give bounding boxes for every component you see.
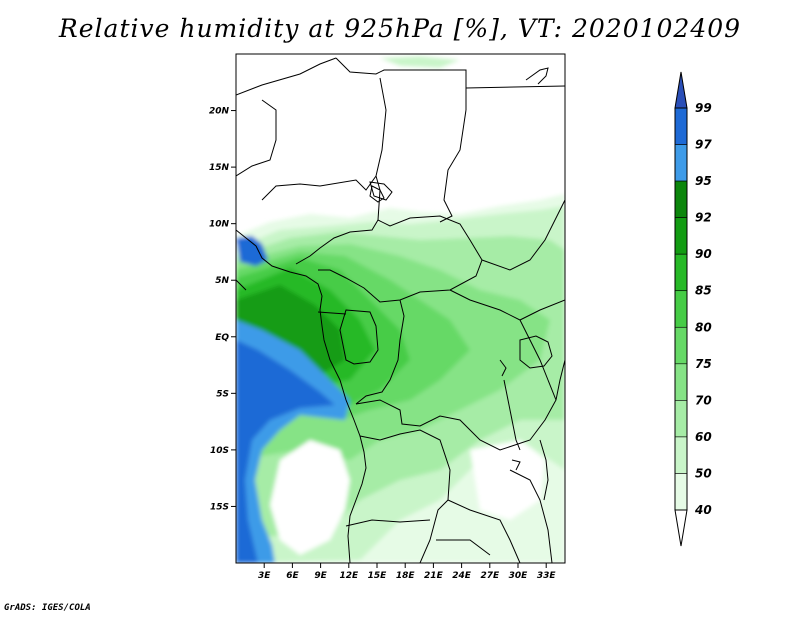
country-borders xyxy=(236,57,565,563)
colorbar-label: 95 xyxy=(695,174,712,188)
lakes xyxy=(369,185,553,501)
lake-chad xyxy=(369,185,385,203)
colorbar-label: 92 xyxy=(695,211,712,225)
moist-patch-north xyxy=(380,56,460,68)
plot-title: Relative humidity at 925hPa [%], VT: 202… xyxy=(58,14,742,43)
lat-tick-label: 20N xyxy=(209,107,230,117)
colorbar-top-arrow xyxy=(674,71,688,109)
latitude-axis: 20N 15N 10N 5N EQ 5S 10S 15S xyxy=(209,107,236,512)
lon-tick-label: 3E xyxy=(258,571,271,581)
lat-tick-label: 15S xyxy=(210,502,229,512)
lake-victoria xyxy=(519,335,553,369)
dry-patch-east xyxy=(470,440,545,520)
credit-label: GrADS: IGES/COLA xyxy=(4,603,91,613)
colorbar-bottom-arrow xyxy=(674,509,688,547)
humidity-area-99 xyxy=(236,236,268,266)
lon-tick-label: 24E xyxy=(452,571,472,581)
colorbar-bin xyxy=(674,144,688,182)
colorbar-bin xyxy=(674,400,688,438)
lon-tick-label: 18E xyxy=(396,571,416,581)
colorbar-label: 80 xyxy=(695,320,712,334)
lon-tick-label: 6E xyxy=(286,571,299,581)
humidity-area-90 xyxy=(236,285,345,375)
colorbar-label: 97 xyxy=(695,138,712,152)
lon-tick-label: 27E xyxy=(480,571,500,581)
lon-tick-label: 21E xyxy=(424,571,444,581)
colorbar-label: 60 xyxy=(695,430,712,444)
colorbar-label: 90 xyxy=(695,247,712,261)
colorbar-bin xyxy=(674,107,688,145)
colorbar-bin xyxy=(674,363,688,401)
lat-tick-label: 15N xyxy=(209,163,230,173)
colorbar-bin xyxy=(674,436,688,474)
dry-patch-sahara xyxy=(236,54,565,222)
longitude-axis: 3E 6E 9E 12E 15E 18E 21E 24E 27E 30E 33E xyxy=(258,563,556,581)
colorbar-label: 99 xyxy=(695,101,712,115)
colorbar-bin xyxy=(674,180,688,218)
colorbar-bin xyxy=(674,326,688,365)
colorbar-label: 85 xyxy=(695,284,712,298)
colorbar-label: 50 xyxy=(695,466,712,480)
lat-tick-label: 10N xyxy=(209,220,230,230)
colorbar-outline xyxy=(674,107,688,511)
lon-tick-label: 9E xyxy=(314,571,327,581)
lat-tick-label: 5N xyxy=(215,276,229,286)
lat-tick-label: 10S xyxy=(210,446,229,456)
map-frame xyxy=(235,53,566,564)
colorbar: 40 50 60 70 75 80 85 90 92 95 97 99 xyxy=(674,71,712,547)
coastline-west-africa xyxy=(236,229,367,563)
colorbar-bin xyxy=(674,473,688,511)
lake-malawi xyxy=(539,439,549,501)
humidity-field xyxy=(236,54,565,563)
colorbar-label: 75 xyxy=(695,357,712,371)
colorbar-label: 70 xyxy=(695,393,712,407)
lon-tick-label: 30E xyxy=(509,571,529,581)
lon-tick-label: 15E xyxy=(368,571,388,581)
lake-tanganyika xyxy=(503,379,521,451)
colorbar-bin xyxy=(674,217,688,255)
lat-tick-label: EQ xyxy=(215,333,229,343)
colorbar-label: 40 xyxy=(694,503,712,517)
lat-tick-label: 5S xyxy=(216,389,229,399)
colorbar-bin xyxy=(674,290,688,328)
lon-tick-label: 33E xyxy=(537,571,557,581)
humidity-area-97 xyxy=(236,340,335,563)
colorbar-bin xyxy=(674,253,688,292)
dry-patch-southwest xyxy=(270,440,350,555)
lon-tick-label: 12E xyxy=(339,571,359,581)
